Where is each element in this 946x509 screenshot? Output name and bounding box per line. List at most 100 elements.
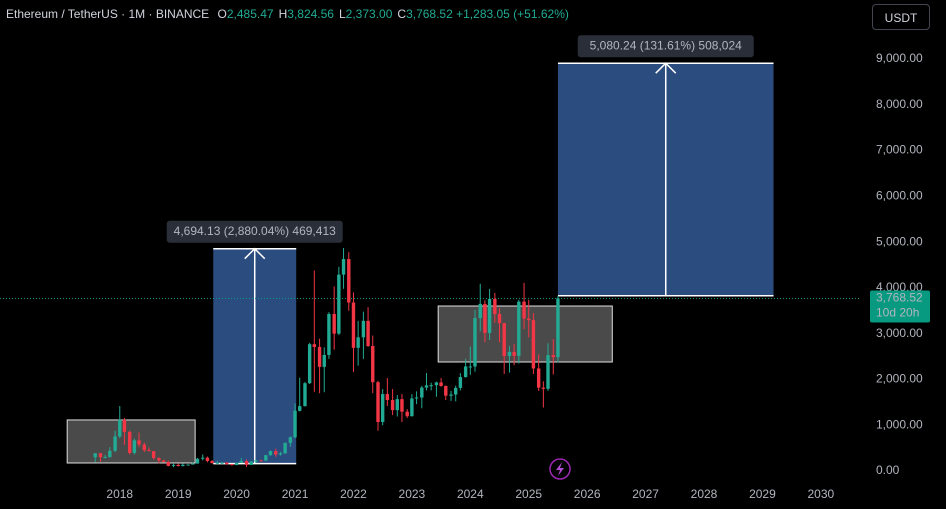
y-tick-label: 3,000.00 xyxy=(876,326,923,340)
ohlc-value: 3,824.56 xyxy=(287,7,334,21)
candle-body xyxy=(351,302,356,348)
candle-body xyxy=(449,394,453,396)
y-tick-label: 6,000.00 xyxy=(876,189,923,203)
candle-body xyxy=(327,313,331,355)
candle-body xyxy=(298,406,302,411)
candle-body xyxy=(337,274,341,334)
candle-body xyxy=(483,303,487,333)
candle-body xyxy=(166,461,170,466)
candle-body xyxy=(283,442,287,454)
candle-body xyxy=(497,313,502,324)
candle-body xyxy=(463,366,468,378)
ohlc-key: O xyxy=(217,7,227,21)
x-tick-label: 2019 xyxy=(165,487,192,501)
currency-button[interactable]: USDT xyxy=(872,4,930,30)
x-tick-label: 2029 xyxy=(749,487,776,501)
candle-body xyxy=(317,346,322,367)
y-tick-label: 8,000.00 xyxy=(876,97,923,111)
candle-body xyxy=(278,453,283,455)
candle-body xyxy=(424,385,429,388)
candle-body xyxy=(361,320,366,338)
range-arrow-head xyxy=(244,247,266,260)
countdown-label: 10d 20h xyxy=(876,306,919,320)
x-tick-label: 2021 xyxy=(282,487,309,501)
candle-body xyxy=(220,462,224,464)
candle-body xyxy=(541,387,546,389)
candle-body xyxy=(414,397,419,399)
range-label-box xyxy=(577,35,754,58)
candle-body xyxy=(113,436,117,451)
candle-body xyxy=(487,298,492,333)
ohlc: O2,485.47 H3,824.56 L2,373.00 C3,768.52 xyxy=(213,7,457,21)
candle-body xyxy=(380,394,385,423)
candle-body xyxy=(239,461,243,463)
candle-body xyxy=(108,450,112,458)
candle-body xyxy=(356,337,360,348)
candle-body xyxy=(444,385,448,396)
candle-body xyxy=(118,419,122,437)
y-tick-label: 5,000.00 xyxy=(876,234,923,248)
candle-body xyxy=(288,437,293,443)
candle-body xyxy=(98,453,103,458)
candle-body xyxy=(264,455,268,461)
x-tick-label: 2023 xyxy=(399,487,426,501)
x-tick-label: 2025 xyxy=(515,487,542,501)
candle-body xyxy=(205,457,210,462)
ohlc-value: 3,768.52 xyxy=(406,7,453,21)
candle-body xyxy=(478,303,482,319)
candle-body xyxy=(224,462,229,465)
x-tick-label: 2027 xyxy=(632,487,659,501)
candle-body xyxy=(303,383,307,407)
candle-body xyxy=(137,440,141,445)
candle-body xyxy=(244,461,249,465)
candle-body xyxy=(268,451,273,456)
alert-icon[interactable] xyxy=(549,458,571,480)
candle-body xyxy=(234,462,239,466)
symbol: Ethereum / TetherUS · 1M · BINANCE xyxy=(6,7,210,21)
candle-body xyxy=(429,385,433,387)
candle-body xyxy=(493,298,497,314)
candle-body xyxy=(395,399,399,411)
candle-body xyxy=(439,382,443,386)
candle-body xyxy=(371,346,375,383)
candle-body xyxy=(420,387,424,398)
y-tick-label: 9,000.00 xyxy=(876,51,923,65)
y-tick-label: 1,000.00 xyxy=(876,417,923,431)
ohlc-value: 2,485.47 xyxy=(226,7,274,21)
x-tick-label: 2022 xyxy=(340,487,367,501)
candle-body xyxy=(307,344,312,384)
candle-body xyxy=(176,464,180,467)
candle-body xyxy=(93,453,97,458)
candle-body xyxy=(347,259,351,303)
candle-body xyxy=(122,419,127,432)
candle-body xyxy=(210,461,214,464)
candle-body xyxy=(103,457,107,459)
candle-body xyxy=(400,399,404,412)
candle-body xyxy=(201,457,205,459)
candle-body xyxy=(556,298,560,358)
symbol-header: Ethereum / TetherUS · 1M · BINANCE O2,48… xyxy=(6,7,569,21)
candle-body xyxy=(142,444,147,451)
candle-body xyxy=(502,323,506,357)
candle-body xyxy=(293,410,297,438)
candle-body xyxy=(147,450,151,452)
candle-body xyxy=(385,394,390,401)
candle-body xyxy=(274,451,278,455)
x-tick-label: 2024 xyxy=(457,487,484,501)
candle-body xyxy=(322,354,326,367)
candle-body xyxy=(390,400,395,411)
ohlc-key: C xyxy=(397,7,407,21)
candle-body xyxy=(249,461,253,465)
ohlc-key: H xyxy=(278,7,288,21)
candle-body xyxy=(410,398,414,417)
candle-body xyxy=(536,368,541,388)
candle-body xyxy=(151,451,156,459)
candle-body xyxy=(458,377,463,388)
candle-body xyxy=(254,460,258,462)
candle-body xyxy=(473,318,477,367)
x-tick-label: 2018 xyxy=(106,487,133,501)
change: +1,283.05 (+51.62%) xyxy=(456,7,569,21)
ohlc-value: 2,373.00 xyxy=(345,7,393,21)
candle-body xyxy=(157,458,161,461)
